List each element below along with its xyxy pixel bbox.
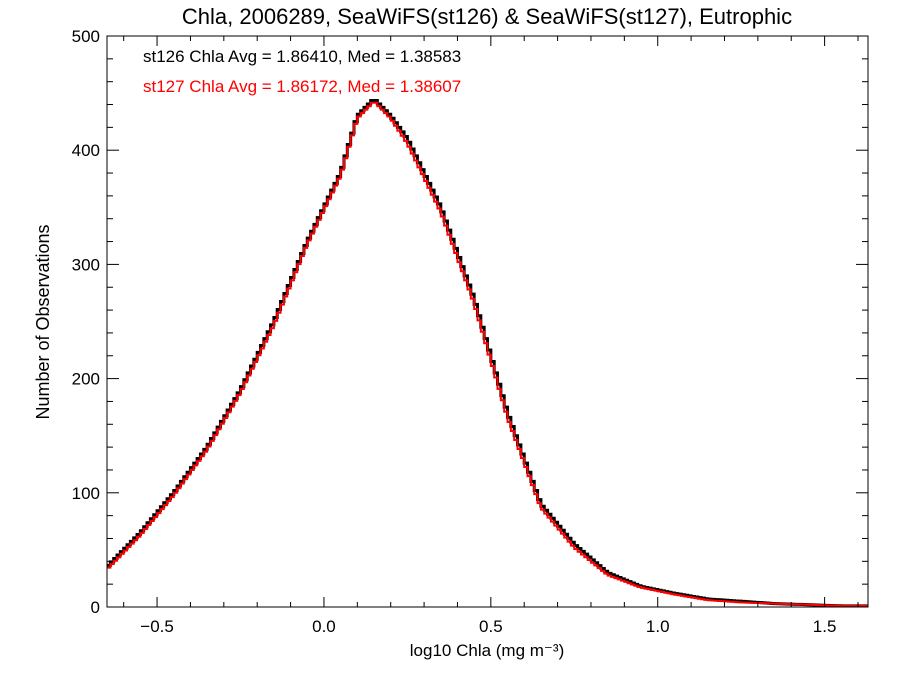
y-tick-label: 100 xyxy=(72,484,100,503)
x-tick-label: 1.0 xyxy=(646,617,670,636)
x-tick-label: 0.5 xyxy=(479,617,503,636)
annotation-st127: st127 Chla Avg = 1.86172, Med = 1.38607 xyxy=(143,77,461,96)
series-1-line xyxy=(107,99,868,608)
y-tick-label: 400 xyxy=(72,141,100,160)
x-tick-label: 1.5 xyxy=(813,617,837,636)
chart-title: Chla, 2006289, SeaWiFS(st126) & SeaWiFS(… xyxy=(182,4,792,29)
annotation-st126: st126 Chla Avg = 1.86410, Med = 1.38583 xyxy=(143,47,461,66)
x-tick-label: 0.0 xyxy=(312,617,336,636)
series-layer xyxy=(107,99,868,608)
y-tick-label: 0 xyxy=(91,598,100,617)
series-2-line xyxy=(107,101,868,607)
y-tick-label: 300 xyxy=(72,255,100,274)
y-tick-label: 200 xyxy=(72,370,100,389)
x-axis-label: log10 Chla (mg m⁻³) xyxy=(410,641,564,660)
y-tick-label: 500 xyxy=(72,27,100,46)
plot-frame xyxy=(106,35,869,608)
y-axis-label: Number of Observations xyxy=(33,224,53,419)
ticks-layer: −0.5 0.0 0.5 1.0 1.5 0 100 200 300 400 500 xyxy=(72,27,868,636)
x-tick-label: −0.5 xyxy=(140,617,174,636)
